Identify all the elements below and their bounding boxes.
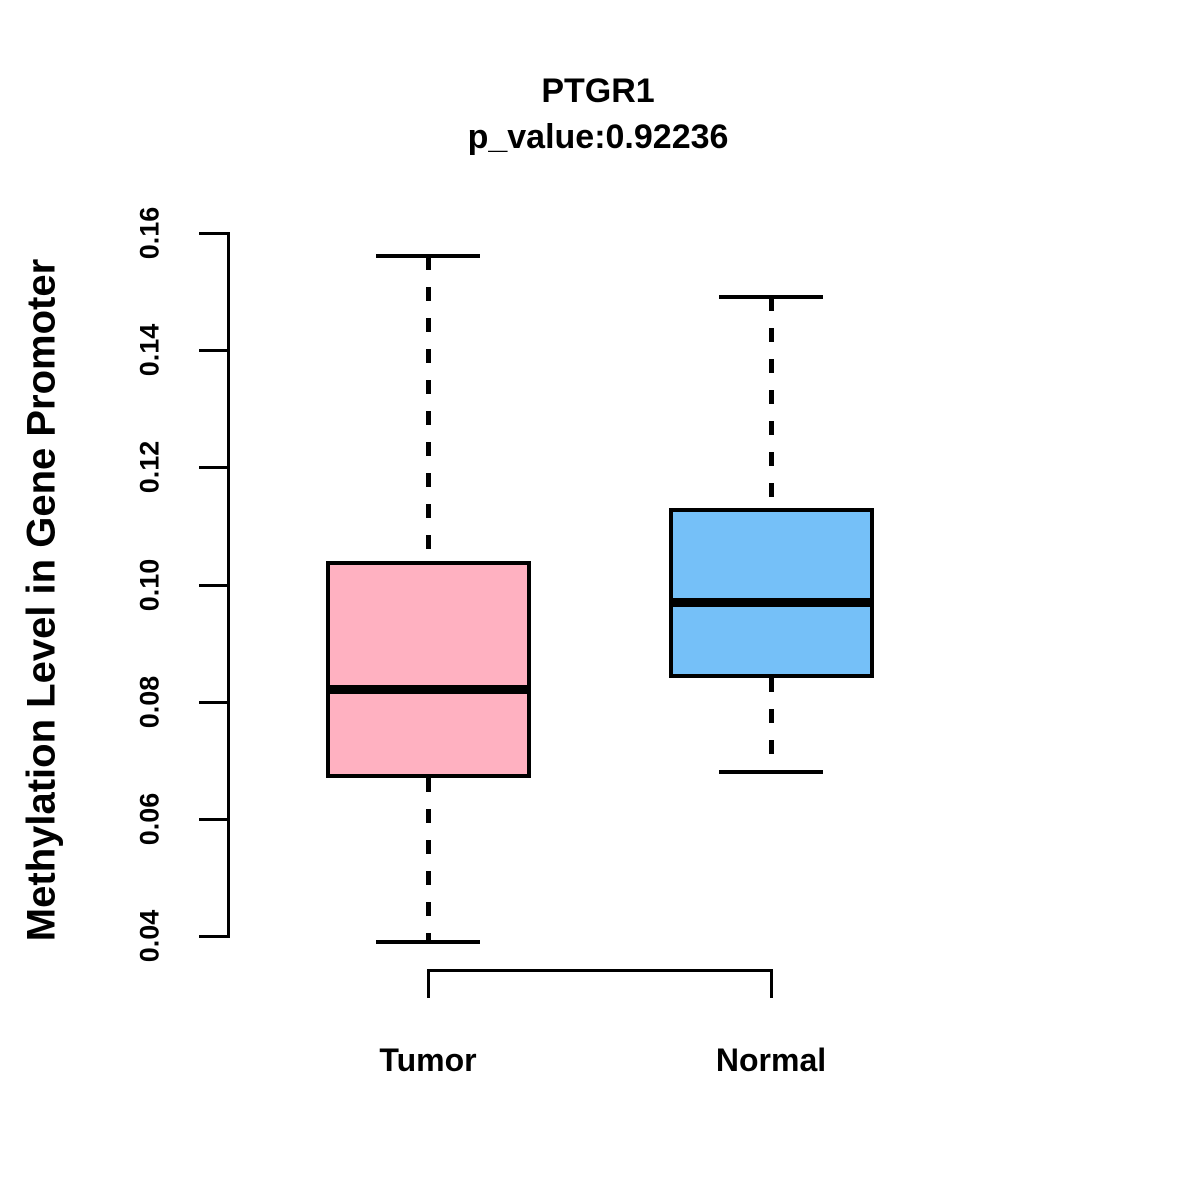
y-axis-tick <box>199 584 227 587</box>
y-axis-tick <box>199 349 227 352</box>
whisker-lower-normal <box>769 678 774 772</box>
y-tick-label: 0.06 <box>134 792 165 846</box>
y-axis-line <box>227 232 230 938</box>
category-label-normal: Normal <box>715 1042 827 1078</box>
box-tumor <box>326 561 531 778</box>
x-axis-line <box>427 969 773 972</box>
y-tick-label: 0.16 <box>134 206 165 260</box>
whisker-cap-lower-tumor <box>376 940 480 944</box>
y-axis-tick <box>199 818 227 821</box>
y-tick-label: 0.08 <box>134 675 165 729</box>
chart-subtitle-pvalue: p_value:0.92236 <box>467 118 729 156</box>
box-normal <box>669 508 874 678</box>
y-axis-title: Methylation Level in Gene Promoter <box>19 258 64 942</box>
category-label-tumor: Tumor <box>379 1042 477 1078</box>
y-tick-label: 0.10 <box>134 558 165 612</box>
median-line-normal <box>669 598 874 607</box>
y-tick-label: 0.14 <box>134 323 165 377</box>
x-axis-tick-tumor <box>427 969 430 998</box>
y-axis-tick <box>199 232 227 235</box>
x-axis-tick-normal <box>770 969 773 998</box>
chart-title: PTGR1 <box>541 72 655 110</box>
y-tick-label: 0.04 <box>134 909 165 963</box>
y-axis-tick <box>199 466 227 469</box>
y-axis-tick <box>199 701 227 704</box>
whisker-cap-upper-tumor <box>376 254 480 258</box>
whisker-upper-normal <box>769 297 774 508</box>
median-line-tumor <box>326 685 531 694</box>
whisker-cap-upper-normal <box>719 295 823 299</box>
whisker-cap-lower-normal <box>719 770 823 774</box>
whisker-upper-tumor <box>426 256 431 561</box>
y-tick-label: 0.12 <box>134 440 165 494</box>
whisker-lower-tumor <box>426 778 431 942</box>
y-axis-tick <box>199 935 227 938</box>
